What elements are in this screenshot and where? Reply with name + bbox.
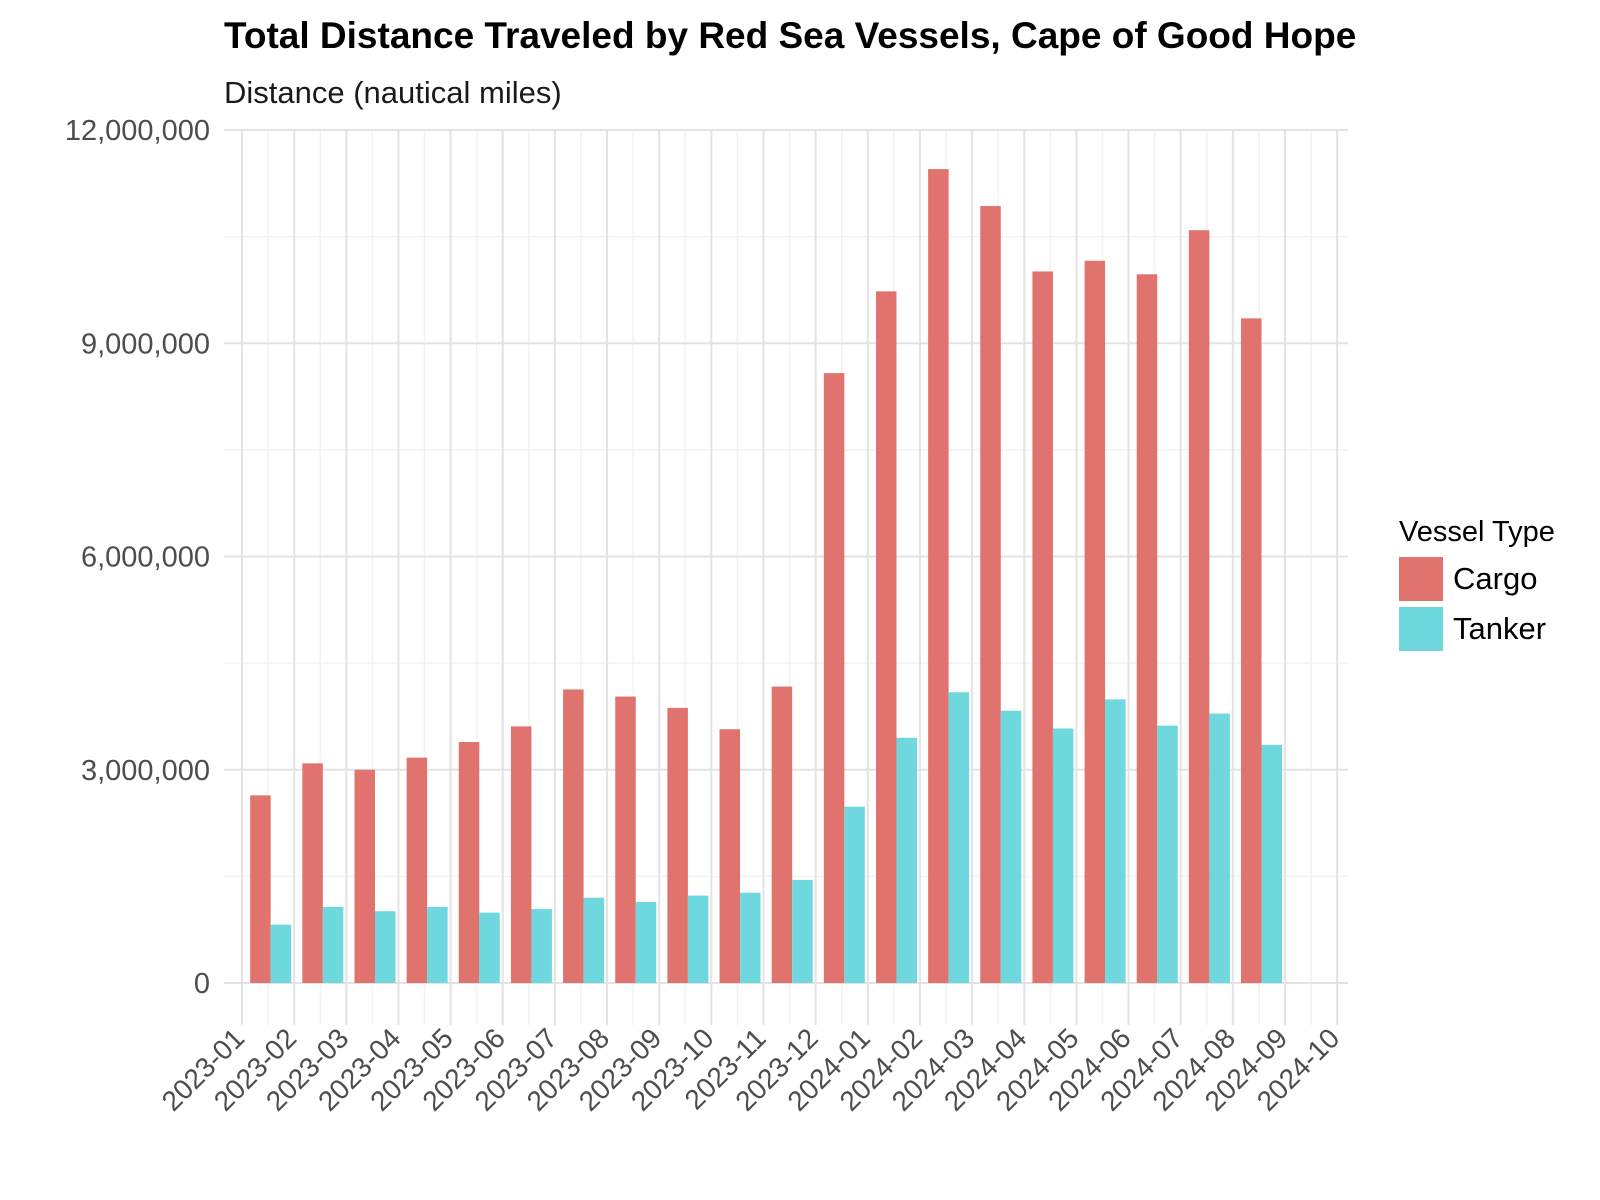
bar-cargo-2023-11 bbox=[719, 729, 741, 983]
bar-tanker-2023-12 bbox=[792, 879, 813, 983]
bar-tanker-2023-02 bbox=[270, 924, 292, 983]
bar-tanker-2023-03 bbox=[322, 906, 344, 983]
bar-cargo-2023-08 bbox=[563, 689, 584, 983]
y-tick-label: 3,000,000 bbox=[81, 755, 210, 787]
legend-items: Cargo Tanker bbox=[1399, 557, 1546, 651]
bar-cargo-2023-02 bbox=[250, 795, 271, 983]
bar-tanker-2024-04 bbox=[1000, 710, 1022, 983]
bar-tanker-2024-06 bbox=[1105, 699, 1126, 983]
chart-subtitle: Distance (nautical miles) bbox=[224, 75, 562, 110]
bar-cargo-2023-05 bbox=[406, 757, 428, 983]
y-axis: 0 3,000,000 6,000,000 9,000,000 12,000,000 bbox=[65, 115, 210, 1000]
bar-tanker-2024-08 bbox=[1209, 713, 1230, 983]
bar-cargo-2023-06 bbox=[458, 742, 480, 983]
bar-tanker-2023-06 bbox=[479, 912, 500, 983]
bars bbox=[250, 169, 1283, 984]
bar-tanker-2023-04 bbox=[374, 911, 396, 983]
bar-cargo-2023-07 bbox=[510, 726, 532, 983]
legend-title: Vessel Type bbox=[1399, 516, 1555, 548]
bar-cargo-2024-08 bbox=[1188, 230, 1210, 984]
bar-cargo-2024-02 bbox=[875, 291, 897, 984]
bar-tanker-2023-08 bbox=[583, 897, 605, 983]
bar-tanker-2024-09 bbox=[1261, 744, 1283, 983]
bar-cargo-2023-04 bbox=[354, 769, 375, 983]
y-tick-label: 0 bbox=[194, 968, 210, 1000]
bar-tanker-2023-07 bbox=[531, 909, 552, 983]
bar-cargo-2024-03 bbox=[928, 169, 949, 984]
legend-label-cargo: Cargo bbox=[1453, 561, 1537, 596]
bar-tanker-2023-10 bbox=[687, 895, 709, 983]
y-tick-label: 9,000,000 bbox=[81, 328, 210, 360]
legend: Vessel Type Cargo Tanker bbox=[1399, 516, 1555, 651]
legend-label-tanker: Tanker bbox=[1453, 611, 1546, 646]
bar-tanker-2023-11 bbox=[740, 892, 761, 983]
bar-tanker-2024-07 bbox=[1157, 725, 1178, 983]
bar-tanker-2023-05 bbox=[427, 906, 448, 983]
bar-cargo-2024-09 bbox=[1241, 318, 1262, 983]
bar-tanker-2024-05 bbox=[1052, 728, 1074, 983]
bar-cargo-2023-09 bbox=[615, 696, 636, 983]
bar-tanker-2024-02 bbox=[896, 737, 917, 983]
bar-cargo-2024-05 bbox=[1032, 271, 1053, 984]
y-tick-label: 12,000,000 bbox=[65, 115, 210, 147]
bar-tanker-2024-03 bbox=[948, 692, 970, 983]
bar-cargo-2023-12 bbox=[771, 686, 793, 983]
bar-cargo-2024-07 bbox=[1136, 274, 1158, 983]
bar-cargo-2023-10 bbox=[667, 707, 688, 983]
y-tick-label: 6,000,000 bbox=[81, 542, 210, 574]
bar-cargo-2024-06 bbox=[1084, 260, 1106, 983]
bar-cargo-2024-04 bbox=[980, 206, 1001, 983]
chart-title: Total Distance Traveled by Red Sea Vesse… bbox=[224, 15, 1356, 56]
bar-cargo-2023-03 bbox=[302, 763, 323, 983]
legend-swatch-cargo bbox=[1399, 557, 1443, 601]
legend-swatch-tanker bbox=[1399, 607, 1443, 651]
bar-tanker-2024-01 bbox=[844, 806, 865, 983]
bar-cargo-2024-01 bbox=[823, 373, 845, 984]
x-axis: 2023-012023-022023-032023-042023-052023-… bbox=[156, 1022, 1346, 1117]
bar-tanker-2023-09 bbox=[635, 901, 657, 983]
